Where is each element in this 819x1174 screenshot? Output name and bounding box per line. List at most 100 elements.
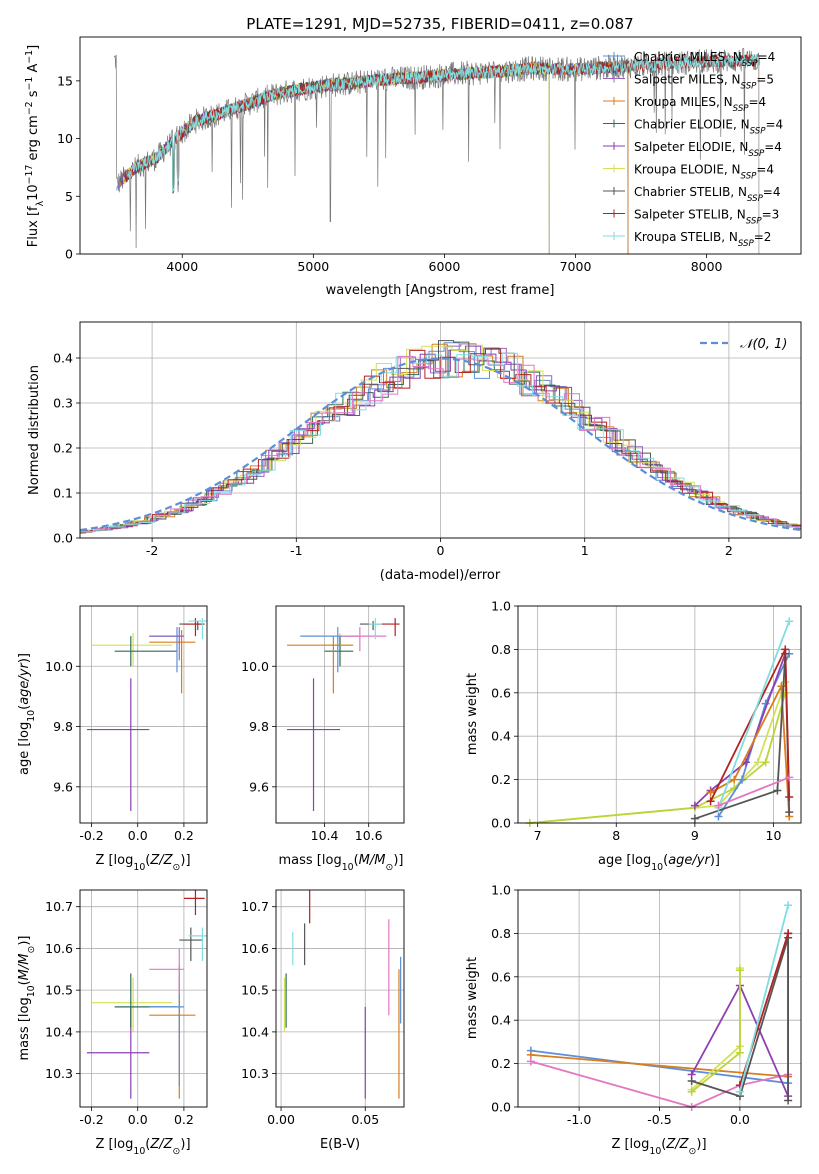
x-tick-label: 1 — [581, 543, 589, 558]
plot-area-Z-vs-mass — [87, 890, 207, 1099]
legend-label: Kroupa STELIB, NSSP=2 — [634, 230, 771, 249]
figure-title: PLATE=1291, MJD=52735, FIBERID=0411, z=0… — [246, 15, 633, 33]
y-tick-label: 0.2 — [491, 772, 511, 787]
x-tick-label: 10.6 — [355, 828, 383, 843]
x-tick-label: -0.2 — [79, 828, 103, 843]
x-tick-label: -2 — [146, 543, 158, 558]
x-tick-label: -1 — [290, 543, 302, 558]
x-axis-label: wavelength [Angstrom, rest frame] — [326, 283, 555, 298]
x-tick-label: 6000 — [429, 259, 461, 274]
spectrum-line-kroupa-miles — [119, 60, 628, 265]
y-tick-label: 15 — [57, 73, 73, 88]
legend-label: Kroupa ELODIE, NSSP=4 — [634, 163, 774, 182]
y-tick-label: 5 — [65, 189, 73, 204]
y-tick-label: 0.8 — [491, 926, 511, 941]
legend-label: 𝒩(0, 1) — [740, 337, 787, 352]
x-tick-label: 4000 — [166, 259, 198, 274]
weight-point — [688, 1077, 696, 1085]
y-tick-label: 0.2 — [53, 441, 73, 456]
y-tick-label: 0.8 — [491, 642, 511, 657]
y-axis-label: mass [log10(M/M⊙)] — [17, 936, 37, 1061]
y-tick-label: 10.4 — [45, 1024, 73, 1039]
y-tick-label: 0 — [65, 247, 73, 262]
y-tick-label: 0.6 — [491, 685, 511, 700]
weight-point — [785, 617, 793, 625]
y-tick-label: 10.6 — [45, 941, 73, 956]
y-tick-label: 10 — [57, 131, 73, 146]
y-tick-label: 10.0 — [45, 659, 73, 674]
x-tick-label: 8 — [612, 828, 620, 843]
x-tick-label: 0.0 — [128, 828, 148, 843]
x-tick-label: 7000 — [560, 259, 592, 274]
plot-area-mass-vs-age — [287, 618, 400, 811]
y-tick-label: 0.4 — [491, 729, 511, 744]
x-tick-label: 0.0 — [730, 1112, 750, 1127]
legend-label: Chabrier STELIB, NSSP=4 — [634, 185, 781, 204]
x-tick-label: -1.0 — [567, 1112, 591, 1127]
x-tick-label: 7 — [534, 828, 542, 843]
x-tick-label: 8000 — [691, 259, 723, 274]
y-axis-label: mass weight — [465, 957, 480, 1039]
y-tick-label: 0.0 — [491, 816, 511, 831]
y-tick-label: 9.6 — [53, 779, 73, 794]
weight-point — [784, 929, 792, 937]
x-tick-label: -0.2 — [79, 1112, 103, 1127]
y-tick-label: 10.7 — [241, 899, 269, 914]
x-axis-label: Z [log10(Z/Z⊙)] — [95, 853, 190, 873]
y-axis-label: mass weight — [465, 673, 480, 755]
x-tick-label: -0.5 — [647, 1112, 671, 1127]
weight-point — [785, 808, 793, 816]
x-tick-label: 0 — [437, 543, 445, 558]
x-axis-label: age [log10(age/yr)] — [598, 853, 720, 873]
x-tick-label: 0.2 — [174, 828, 194, 843]
x-tick-label: 10 — [766, 828, 782, 843]
weight-point — [527, 1057, 535, 1065]
x-axis-label: Z [log10(Z/Z⊙)] — [611, 1137, 706, 1157]
axes-frame — [276, 890, 404, 1107]
x-tick-label: 5000 — [297, 259, 329, 274]
y-tick-label: 0.2 — [491, 1056, 511, 1071]
spectrum-line-salpeter-miles — [118, 60, 628, 265]
x-tick-label: 10.4 — [311, 828, 339, 843]
legend-label: Salpeter ELODIE, NSSP=4 — [634, 140, 782, 159]
y-tick-label: 0.0 — [491, 1100, 511, 1115]
y-tick-label: 10.3 — [241, 1066, 269, 1081]
weight-point — [784, 1096, 792, 1104]
weight-point — [730, 776, 738, 784]
x-tick-label: 0.0 — [128, 1112, 148, 1127]
x-axis-label: Z [log10(Z/Z⊙)] — [95, 1137, 190, 1157]
y-axis-label: Normed distribution — [27, 365, 42, 495]
y-tick-label: 0.3 — [53, 396, 73, 411]
y-tick-label: 10.5 — [45, 983, 73, 998]
plot-area-EBV-vs-mass — [284, 890, 400, 1099]
y-tick-label: 0.6 — [491, 969, 511, 984]
y-tick-label: 0.4 — [53, 351, 73, 366]
spectrum-line-kroupa-elodie — [123, 62, 549, 266]
legend-label: Salpeter MILES, NSSP=5 — [634, 73, 774, 92]
axes-spectrum: 4000 5000 6000 7000 8000 0 5 10 15 Flux [fλ10−17 … — [24, 37, 802, 298]
x-tick-label: 0.2 — [174, 1112, 194, 1127]
y-tick-label: 10.0 — [241, 659, 269, 674]
y-tick-label: 10.5 — [241, 983, 269, 998]
weight-point — [691, 815, 699, 823]
y-tick-label: 10.4 — [241, 1024, 269, 1039]
plot-area-residuals — [66, 341, 819, 533]
plot-area-age-vs-weight — [526, 617, 793, 827]
spectrum-line-chabrier-miles — [117, 60, 628, 265]
x-tick-label: 9 — [691, 828, 699, 843]
x-tick-label: 0.05 — [351, 1112, 379, 1127]
y-tick-label: 9.8 — [53, 719, 73, 734]
weight-point — [785, 793, 793, 801]
y-tick-label: 9.8 — [249, 719, 269, 734]
y-axis-label: Flux [fλ10−17 erg cm−2 s−1 A−1] — [24, 45, 46, 247]
weight-point — [773, 786, 781, 794]
weight-point — [784, 901, 792, 909]
y-tick-label: 10.6 — [241, 941, 269, 956]
y-tick-label: 0.1 — [53, 486, 73, 501]
